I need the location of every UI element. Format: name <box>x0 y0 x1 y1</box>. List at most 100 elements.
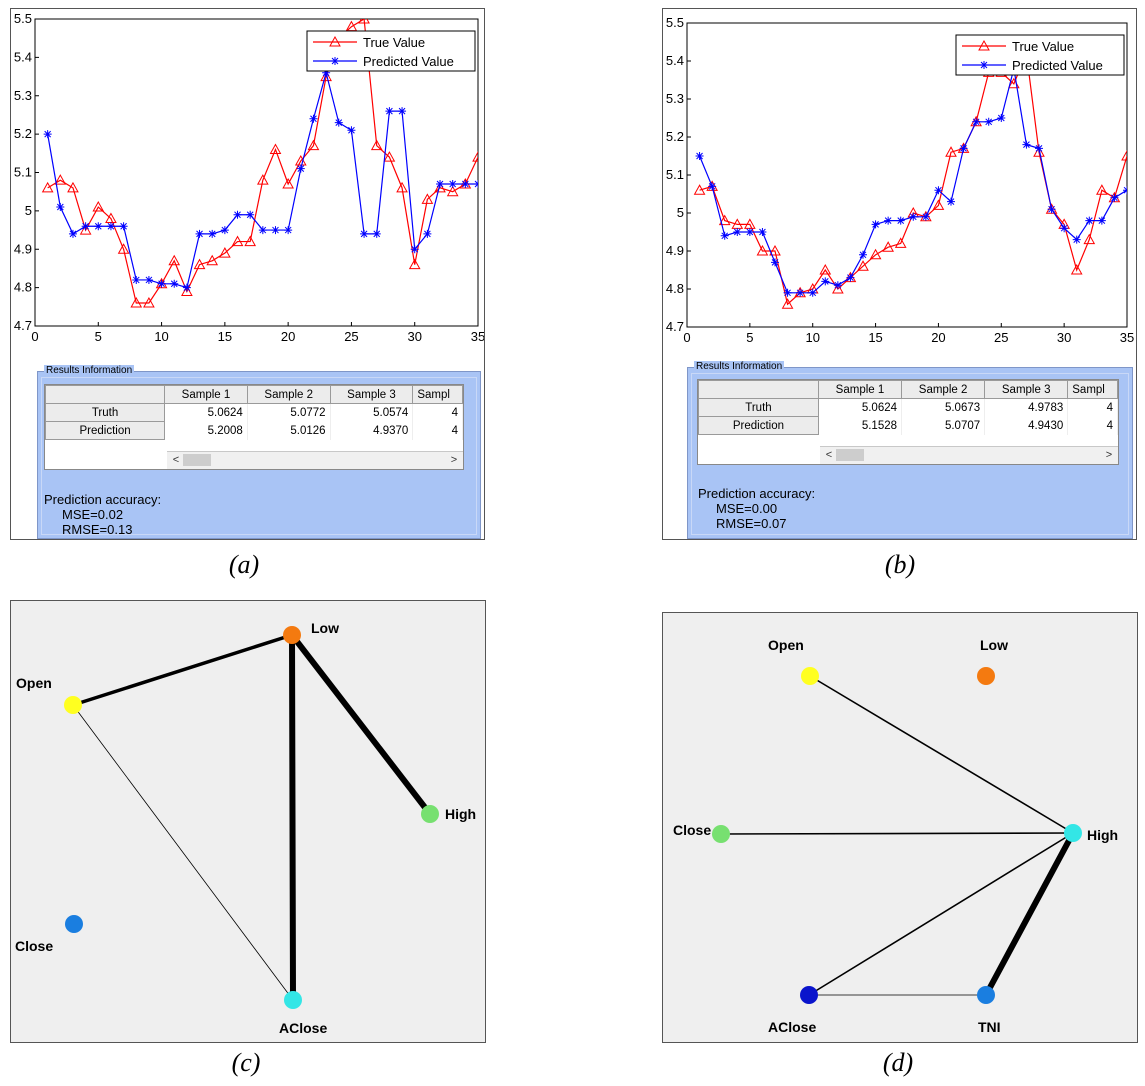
true-value-point <box>79 224 92 235</box>
node-label-aclose: AClose <box>768 1019 816 1035</box>
true-value-point <box>1033 146 1045 157</box>
predicted-value-point <box>296 164 305 173</box>
panel-c: Open Low High Close AClose <box>10 600 486 1043</box>
predicted-value-point <box>246 210 255 219</box>
table-cell: 5.0126 <box>247 421 331 440</box>
predicted-value-point <box>783 288 792 297</box>
node-label-low: Low <box>980 637 1008 653</box>
x-tick-label: 20 <box>281 329 295 344</box>
table-cell: 4 <box>1067 398 1118 417</box>
node-label-open: Open <box>768 637 804 653</box>
true-value-point <box>882 241 894 252</box>
table-corner <box>45 385 166 404</box>
rmse-value: RMSE=0.07 <box>716 516 787 531</box>
node-high <box>421 805 439 823</box>
node-low <box>283 626 301 644</box>
table-cell: 5.0772 <box>247 403 331 422</box>
row-header: Prediction <box>698 416 819 435</box>
x-tick-label: 30 <box>1057 330 1071 345</box>
true-value-point <box>231 235 244 247</box>
panel-d: Open Low Close High AClose TNI <box>662 612 1138 1043</box>
node-aclose <box>800 986 818 1004</box>
node-high <box>1064 824 1082 842</box>
network-graph-d: Open Low Close High AClose TNI <box>673 637 1118 1035</box>
scroll-right-arrow-icon[interactable]: > <box>1105 449 1113 461</box>
predicted-value-point <box>334 118 343 127</box>
table-cell: 5.0624 <box>818 398 903 417</box>
node-label-close: Close <box>15 938 53 954</box>
caption-b: (b) <box>884 550 916 579</box>
horizontal-scrollbar[interactable]: < > <box>167 451 463 469</box>
true-value-point <box>370 139 383 151</box>
table-cell: 4.9430 <box>984 416 1069 435</box>
true-value-point <box>219 247 231 258</box>
true-value-point <box>434 181 446 193</box>
true-value-point <box>67 181 79 193</box>
predicted-value-point <box>195 229 204 238</box>
predicted-value-point <box>846 273 855 282</box>
table-cell: 4.9370 <box>330 421 414 440</box>
predicted-value-point <box>720 231 729 240</box>
predicted-value-point <box>972 117 981 126</box>
x-tick-label: 35 <box>1120 330 1134 345</box>
legend-label: Predicted Value <box>363 54 454 69</box>
true-value-point <box>92 201 105 212</box>
panel-b: 4.7 4.8 4.9 5 5.1 5.2 5.3 5.4 5.5 0 5 10 15 20 25 30 35 T… <box>662 8 1137 540</box>
x-tick-label: 25 <box>344 329 358 344</box>
predicted-value-point <box>1097 216 1106 225</box>
predicted-value-point <box>322 68 331 77</box>
predicted-value-point <box>1123 186 1127 195</box>
network-graph-c: Open Low High Close AClose <box>15 620 476 1036</box>
true-value-point <box>857 260 869 271</box>
true-value-point <box>193 258 206 270</box>
predicted-value-point <box>1022 140 1031 149</box>
table-cell: 5.0624 <box>164 403 248 422</box>
mse-value: MSE=0.02 <box>62 507 124 522</box>
true-value-point <box>756 244 769 256</box>
column-header: Sample 2 <box>901 380 986 399</box>
true-value-point <box>396 181 408 193</box>
results-table-a[interactable]: Sample 1 Sample 2 Sample 3 Sampl Truth 5… <box>44 384 464 470</box>
scroll-right-arrow-icon[interactable]: > <box>450 454 458 466</box>
predicted-value-point <box>821 277 830 286</box>
true-value-point <box>307 139 320 151</box>
scrollbar-thumb[interactable] <box>183 454 211 466</box>
predicted-value-point <box>921 212 930 221</box>
node-aclose <box>284 991 302 1009</box>
predicted-value-point <box>997 114 1006 122</box>
edge-open-high <box>809 675 1074 834</box>
table-cell: 5.0574 <box>330 403 414 422</box>
true-value-point <box>269 143 282 154</box>
series-group <box>41 19 478 308</box>
scroll-left-arrow-icon[interactable]: < <box>825 449 833 461</box>
column-header: Sample 1 <box>817 380 903 399</box>
predicted-value-point <box>708 182 717 191</box>
series-group <box>693 47 1127 309</box>
node-label-open: Open <box>16 675 52 691</box>
results-title: Results Information <box>694 361 785 373</box>
true-value-point <box>143 296 155 308</box>
predicted-value-point <box>157 279 166 288</box>
scroll-left-arrow-icon[interactable]: < <box>172 454 180 466</box>
predicted-value-point <box>372 229 381 238</box>
legend-label: True Value <box>1012 39 1074 54</box>
scrollbar-thumb[interactable] <box>836 449 864 461</box>
node-close <box>712 825 730 843</box>
results-table-b[interactable]: Sample 1 Sample 2 Sample 3 Sampl Truth 5… <box>697 379 1119 465</box>
predicted-value-point <box>258 226 267 235</box>
edge-open-low <box>71 633 294 707</box>
predicted-value-point <box>56 203 65 212</box>
predicted-value-point <box>909 212 918 221</box>
predicted-value-point <box>94 222 103 231</box>
table-row: Prediction 5.2008 5.0126 4.9370 4 <box>45 421 463 440</box>
predicted-value-point <box>423 229 432 238</box>
predicted-value-point <box>947 197 955 206</box>
node-low <box>977 667 995 685</box>
predicted-value-point <box>347 126 356 135</box>
mse-value: MSE=0.00 <box>716 501 778 516</box>
node-open <box>64 696 82 714</box>
true-value-point <box>358 19 370 24</box>
predicted-value-point <box>808 288 817 297</box>
y-tick-label: 5.1 <box>666 167 684 182</box>
horizontal-scrollbar[interactable]: < > <box>820 446 1118 464</box>
